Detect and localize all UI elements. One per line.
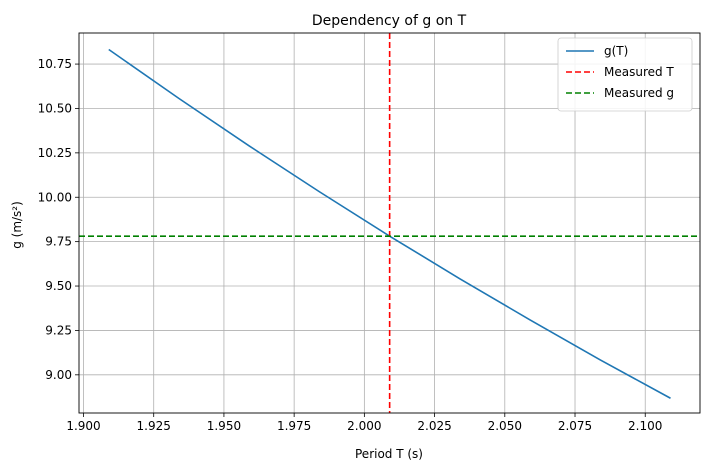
x-tick-label: 1.925 <box>137 419 171 433</box>
plot-area <box>79 33 700 413</box>
y-axis-ticks: 9.00 9.25 9.50 9.75 10.00 10.25 10.50 10.75 <box>38 57 79 382</box>
x-tick-label: 2.075 <box>558 419 592 433</box>
y-tick-label: 9.25 <box>45 323 72 337</box>
legend-label: Measured T <box>604 65 674 79</box>
y-tick-label: 9.00 <box>45 368 72 382</box>
legend-label: g(T) <box>604 44 628 58</box>
x-tick-label: 1.975 <box>277 419 311 433</box>
plot-frame <box>78 32 701 414</box>
legend: g(T) Measured T Measured g <box>557 37 693 112</box>
legend-box <box>557 37 693 112</box>
x-tick-label: 2.000 <box>347 419 381 433</box>
chart-title: Dependency of g on T <box>312 13 467 29</box>
y-tick-label: 10.75 <box>38 57 72 71</box>
x-axis-label: Period T (s) <box>355 447 423 461</box>
x-axis-ticks: 1.900 1.925 1.950 1.975 2.000 2.025 2.050 2.075… <box>66 413 662 433</box>
y-axis-label: g (m/s²) <box>10 201 24 249</box>
x-tick-label: 2.025 <box>417 419 451 433</box>
y-tick-label: 10.00 <box>38 190 72 204</box>
x-tick-label: 2.100 <box>628 419 662 433</box>
y-tick-label: 9.75 <box>45 235 72 249</box>
y-tick-label: 9.50 <box>45 279 72 293</box>
legend-label: Measured g <box>604 86 674 100</box>
x-tick-label: 2.050 <box>488 419 522 433</box>
x-tick-label: 1.900 <box>66 419 100 433</box>
y-tick-label: 10.25 <box>38 146 72 160</box>
x-tick-label: 1.950 <box>207 419 241 433</box>
y-tick-label: 10.50 <box>38 101 72 115</box>
